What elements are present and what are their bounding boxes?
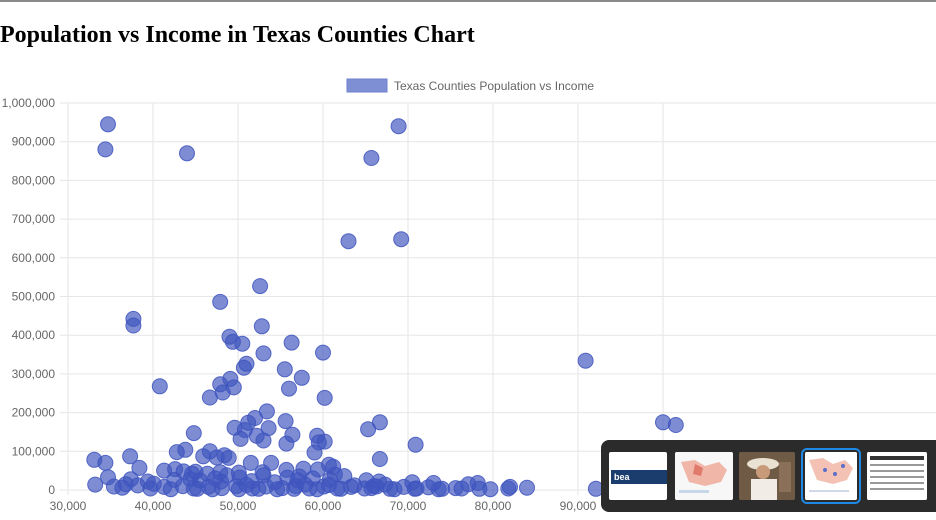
y-tick-label: 200,000 bbox=[12, 406, 56, 420]
data-point[interactable] bbox=[407, 436, 424, 453]
data-point[interactable] bbox=[371, 414, 388, 431]
data-point[interactable] bbox=[232, 430, 249, 447]
x-tick-label: 50,000 bbox=[220, 499, 257, 513]
data-point[interactable] bbox=[482, 481, 499, 498]
data-point[interactable] bbox=[667, 417, 684, 433]
data-point[interactable] bbox=[189, 480, 206, 497]
data-point[interactable] bbox=[393, 231, 410, 248]
data-point[interactable] bbox=[201, 389, 218, 406]
x-tick-label: 70,000 bbox=[390, 499, 427, 513]
data-point[interactable] bbox=[162, 481, 179, 498]
data-point[interactable] bbox=[87, 476, 104, 493]
data-point[interactable] bbox=[430, 481, 447, 498]
data-point[interactable] bbox=[276, 361, 293, 378]
table-preview-icon bbox=[867, 452, 927, 500]
y-tick-label: 900,000 bbox=[12, 135, 56, 149]
x-tick-label: 80,000 bbox=[475, 499, 512, 513]
data-point[interactable] bbox=[406, 480, 423, 497]
data-point[interactable] bbox=[371, 451, 388, 467]
thumbnail-chart[interactable] bbox=[801, 448, 861, 504]
data-point[interactable] bbox=[97, 454, 114, 471]
y-tick-label: 400,000 bbox=[12, 328, 56, 342]
data-point[interactable] bbox=[346, 477, 363, 494]
data-point[interactable] bbox=[316, 389, 333, 406]
y-tick-label: 300,000 bbox=[12, 367, 56, 381]
photo-preview-icon bbox=[739, 452, 795, 500]
y-axis-ticks: 0 100,000 200,000 300,000 400,000 500,000 600,… bbox=[2, 96, 56, 497]
data-point[interactable] bbox=[195, 448, 212, 465]
data-point[interactable] bbox=[320, 477, 337, 493]
y-tick-label: 500,000 bbox=[12, 290, 56, 304]
y-tick-label: 600,000 bbox=[12, 251, 56, 265]
data-point[interactable] bbox=[122, 448, 139, 465]
thumbnail-photo[interactable] bbox=[739, 452, 795, 500]
data-point[interactable] bbox=[269, 481, 286, 498]
bea-logo: bea bbox=[614, 472, 630, 482]
x-tick-label: 60,000 bbox=[305, 499, 342, 513]
data-point[interactable] bbox=[277, 413, 294, 430]
data-point[interactable] bbox=[281, 380, 297, 397]
x-tick-label: 40,000 bbox=[135, 499, 172, 513]
data-point[interactable] bbox=[125, 317, 142, 334]
data-point[interactable] bbox=[117, 476, 134, 493]
data-point[interactable] bbox=[278, 435, 295, 452]
data-point[interactable] bbox=[360, 421, 377, 438]
y-tick-label: 100,000 bbox=[12, 444, 56, 458]
map-preview-icon bbox=[675, 452, 733, 500]
data-point[interactable] bbox=[255, 432, 272, 449]
page-title: Population vs Income in Texas Counties C… bbox=[0, 22, 475, 48]
data-point[interactable] bbox=[519, 479, 535, 496]
data-point[interactable] bbox=[252, 278, 269, 295]
data-point[interactable] bbox=[577, 352, 594, 369]
data-point[interactable] bbox=[242, 454, 259, 471]
y-tick-label: 700,000 bbox=[12, 212, 56, 226]
data-point[interactable] bbox=[220, 449, 237, 466]
data-point[interactable] bbox=[131, 459, 148, 476]
chart-legend[interactable]: Texas Counties Population vs Income bbox=[346, 78, 594, 93]
y-tick-label: 1,000,000 bbox=[2, 96, 56, 110]
x-tick-label: 30,000 bbox=[50, 499, 87, 513]
data-point[interactable] bbox=[100, 116, 116, 133]
data-point[interactable] bbox=[502, 478, 518, 495]
x-axis-ticks: 30,000 40,000 50,000 60,000 70,000 80,000 90,0… bbox=[50, 499, 597, 513]
y-tick-label: 800,000 bbox=[12, 173, 56, 187]
legend-swatch bbox=[346, 78, 388, 93]
y-tick-label: 0 bbox=[48, 483, 55, 497]
data-point[interactable] bbox=[297, 476, 314, 493]
data-point[interactable] bbox=[283, 334, 300, 351]
legend-label: Texas Counties Population vs Income bbox=[394, 79, 594, 93]
thumbnail-map[interactable] bbox=[675, 452, 733, 500]
data-point[interactable] bbox=[377, 476, 394, 493]
data-point[interactable] bbox=[316, 433, 333, 450]
data-point[interactable] bbox=[306, 444, 323, 461]
x-tick-label: 90,000 bbox=[560, 499, 597, 513]
data-point[interactable] bbox=[453, 480, 470, 497]
data-point[interactable] bbox=[235, 359, 252, 376]
data-point[interactable] bbox=[168, 444, 185, 461]
data-point[interactable] bbox=[255, 345, 272, 362]
chart-preview-icon bbox=[805, 452, 857, 500]
data-point[interactable] bbox=[145, 475, 162, 492]
data-point[interactable] bbox=[253, 318, 270, 335]
data-point[interactable] bbox=[234, 335, 251, 352]
data-point[interactable] bbox=[363, 150, 380, 166]
data-point[interactable] bbox=[293, 369, 310, 386]
data-point[interactable] bbox=[185, 425, 202, 442]
data-point[interactable] bbox=[179, 145, 195, 162]
data-point[interactable] bbox=[204, 481, 221, 498]
task-switcher: bea bbox=[601, 440, 936, 512]
data-point[interactable] bbox=[97, 141, 114, 158]
thumbnail-table[interactable] bbox=[867, 452, 927, 500]
data-point[interactable] bbox=[340, 233, 357, 250]
thumbnail-bea[interactable]: bea bbox=[609, 452, 667, 500]
data-point[interactable] bbox=[238, 477, 255, 493]
data-point[interactable] bbox=[390, 118, 407, 135]
data-points bbox=[86, 116, 684, 498]
data-point[interactable] bbox=[151, 378, 168, 395]
scatter-chart: Texas Counties Population vs Income 0 100… bbox=[2, 78, 936, 513]
data-point[interactable] bbox=[315, 344, 331, 361]
data-point[interactable] bbox=[212, 293, 229, 310]
